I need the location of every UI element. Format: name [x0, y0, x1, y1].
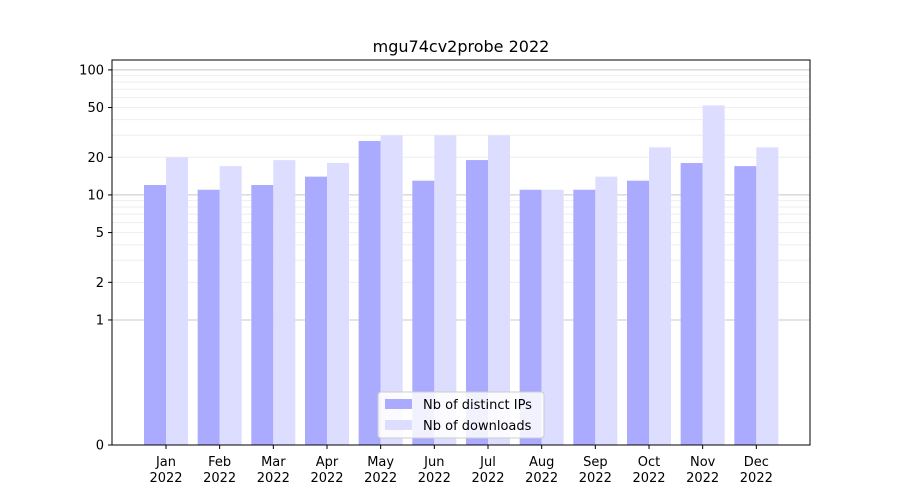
legend-box: [377, 391, 545, 439]
y-tick-label: 2: [96, 276, 104, 291]
bar-downloads: [756, 147, 779, 446]
bar-downloads: [702, 105, 725, 446]
y-tick-label: 5: [96, 226, 104, 241]
x-tick-label-year: 2022: [203, 471, 236, 486]
x-tick-label-month: Oct: [638, 455, 660, 470]
bar-downloads: [327, 163, 349, 445]
x-tick-label-year: 2022: [149, 471, 182, 486]
x-tick-label-month: Jun: [423, 455, 444, 470]
y-tick-label: 20: [87, 151, 104, 166]
x-tick-label-month: Jul: [479, 455, 496, 470]
y-tick-label: 100: [79, 63, 104, 78]
y-axis: 0 1 2 5 10 20 50 100: [79, 63, 112, 454]
x-tick-label-year: 2022: [257, 471, 290, 486]
x-tick-label-year: 2022: [364, 471, 397, 486]
legend: Nb of distinct IPs Nb of downloads: [377, 391, 545, 439]
bars: [144, 105, 779, 446]
bar-distinct-ips: [519, 189, 542, 445]
bar-downloads: [166, 157, 188, 445]
bar-distinct-ips: [251, 185, 274, 445]
bar-distinct-ips: [680, 163, 703, 445]
x-tick-label-month: Aug: [529, 455, 554, 470]
y-tick-label: 0: [96, 439, 104, 454]
bar-distinct-ips: [627, 180, 649, 445]
chart-title: mgu74cv2probe 2022: [373, 37, 550, 56]
bar-downloads: [434, 135, 457, 445]
bar-distinct-ips: [197, 189, 220, 445]
bar-downloads: [595, 176, 618, 445]
x-tick-label-month: Jan: [155, 455, 176, 470]
bar-distinct-ips: [734, 166, 757, 445]
x-tick-label-month: May: [367, 455, 394, 470]
x-tick-label-year: 2022: [632, 471, 665, 486]
x-axis: Jan2022Feb2022Mar2022Apr2022May2022Jun20…: [149, 445, 773, 486]
x-tick-label-year: 2022: [310, 471, 343, 486]
x-tick-label-month: Sep: [583, 455, 608, 470]
x-tick-label-month: Feb: [208, 455, 231, 470]
bar-distinct-ips: [573, 189, 596, 445]
y-tick-label: 10: [87, 188, 104, 203]
bar-downloads: [649, 147, 671, 446]
bar-distinct-ips: [358, 140, 381, 445]
bar-distinct-ips: [412, 180, 435, 445]
x-tick-label-year: 2022: [686, 471, 719, 486]
bar-distinct-ips: [144, 185, 166, 445]
bar-downloads: [219, 166, 242, 445]
y-tick-label: 1: [96, 313, 104, 328]
bar-downloads: [488, 135, 510, 445]
x-tick-label-year: 2022: [471, 471, 504, 486]
y-tick-label: 50: [87, 101, 104, 116]
legend-label-ips: Nb of distinct IPs: [423, 398, 532, 413]
x-tick-label-year: 2022: [579, 471, 612, 486]
legend-swatch-downloads: [385, 420, 412, 430]
x-tick-label-month: Apr: [316, 455, 339, 470]
bar-downloads: [541, 189, 564, 445]
bar-distinct-ips: [305, 176, 327, 445]
legend-label-downloads: Nb of downloads: [423, 419, 532, 434]
x-tick-label-month: Nov: [690, 455, 716, 470]
x-tick-label-month: Dec: [744, 455, 769, 470]
x-tick-label-year: 2022: [418, 471, 451, 486]
legend-swatch-ips: [385, 399, 412, 409]
bar-distinct-ips: [466, 160, 488, 445]
x-tick-label-month: Mar: [261, 455, 286, 470]
bar-downloads: [273, 160, 296, 445]
x-tick-label-year: 2022: [525, 471, 558, 486]
plot-frame: [111, 59, 811, 446]
bar-downloads: [380, 135, 403, 445]
x-tick-label-year: 2022: [740, 471, 773, 486]
